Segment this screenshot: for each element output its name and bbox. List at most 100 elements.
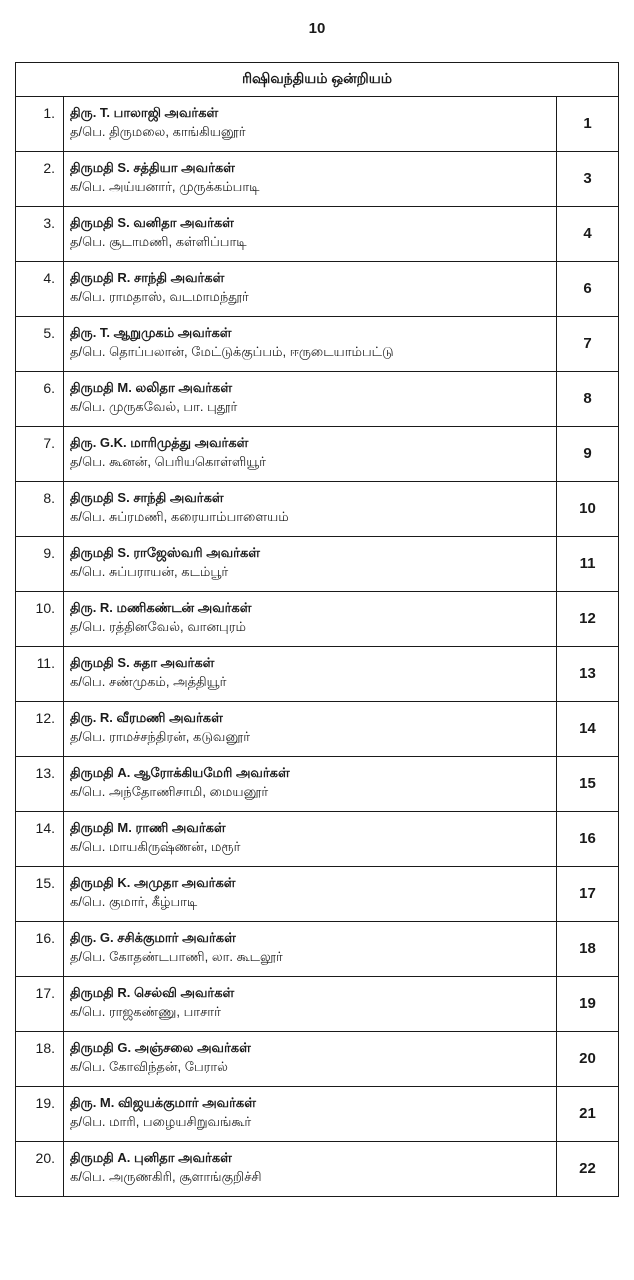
ward-number: 6 — [557, 262, 619, 317]
serial-number: 20. — [16, 1142, 64, 1197]
table-row: 5.திரு. T. ஆறுமுகம் அவர்கள்த/பெ. தொப்பலா… — [16, 317, 619, 372]
table-row: 16.திரு. G. சசிக்குமார் அவர்கள்த/பெ. கோத… — [16, 922, 619, 977]
member-address: க/பெ. சுப்பராயன், கடம்பூர் — [70, 564, 550, 581]
member-name: திரு. R. மணிகண்டன் அவர்கள் — [70, 600, 550, 617]
member-address: க/பெ. ராமதாஸ், வடமாமந்தூர் — [70, 289, 550, 306]
member-name: திருமதி G. அஞ்சலை அவர்கள் — [70, 1040, 550, 1057]
table-row: 3. திருமதி S. வனிதா அவர்கள் த/பெ. சூடாமணி,… — [16, 207, 619, 262]
member-name: திரு. G. சசிக்குமார் அவர்கள் — [70, 930, 550, 947]
members-table: ரிஷிவந்தியம் ஒன்றியம் 1.திரு. T. பாலாஜி … — [15, 62, 619, 1197]
serial-number: 4. — [16, 262, 64, 317]
member-cell: திருமதி M. ராணி அவர்கள் க/பெ. மாயகிருஷ்ணன… — [64, 812, 557, 867]
table-row: 12.திரு. R. வீரமணி அவர்கள்த/பெ. ராமச்சந்… — [16, 702, 619, 757]
serial-number: 3. — [16, 207, 64, 262]
ward-number: 22 — [557, 1142, 619, 1197]
table-header: ரிஷிவந்தியம் ஒன்றியம் — [16, 63, 619, 97]
ward-number: 15 — [557, 757, 619, 812]
table-row: 20. திருமதி A. புனிதா அவர்கள் க/பெ. அருணகி… — [16, 1142, 619, 1197]
table-row: 1.திரு. T. பாலாஜி அவர்கள்த/பெ. திருமலை, … — [16, 97, 619, 152]
ward-number: 20 — [557, 1032, 619, 1087]
table-row: 6. திருமதி M. லலிதா அவர்கள் க/பெ. முருகவேல… — [16, 372, 619, 427]
member-name: திருமதி A. ஆரோக்கியமேரி அவர்கள் — [70, 765, 550, 782]
member-name: திரு. T. ஆறுமுகம் அவர்கள் — [70, 325, 550, 342]
member-address: த/பெ. கூனன், பெரியகொள்ளியூர் — [70, 454, 550, 471]
member-name: திருமதி S. சுதா அவர்கள் — [70, 655, 550, 672]
serial-number: 18. — [16, 1032, 64, 1087]
member-address: க/பெ. அந்தோணிசாமி, மையனூர் — [70, 784, 550, 801]
ward-number: 18 — [557, 922, 619, 977]
member-cell: திருமதி S. சத்தியா அவர்கள் க/பெ. அய்யனார்… — [64, 152, 557, 207]
member-name: திருமதி S. சத்தியா அவர்கள் — [70, 160, 550, 177]
serial-number: 8. — [16, 482, 64, 537]
member-name: திருமதி M. லலிதா அவர்கள் — [70, 380, 550, 397]
member-name: திருமதி R. சாந்தி அவர்கள் — [70, 270, 550, 287]
member-address: க/பெ. குமார், கீழ்பாடி — [70, 894, 550, 911]
ward-number: 14 — [557, 702, 619, 757]
member-cell: திருமதி A. புனிதா அவர்கள் க/பெ. அருணகிரி,… — [64, 1142, 557, 1197]
table-row: 19.திரு. M. விஜயக்குமார் அவர்கள்த/பெ. மா… — [16, 1087, 619, 1142]
member-name: திருமதி R. செல்வி அவர்கள் — [70, 985, 550, 1002]
serial-number: 2. — [16, 152, 64, 207]
member-cell: திரு. T. பாலாஜி அவர்கள்த/பெ. திருமலை, கா… — [64, 97, 557, 152]
member-cell: திருமதி S. வனிதா அவர்கள் த/பெ. சூடாமணி, க… — [64, 207, 557, 262]
member-cell: திருமதி G. அஞ்சலை அவர்கள்க/பெ. கோவிந்தன்… — [64, 1032, 557, 1087]
member-name: திரு. M. விஜயக்குமார் அவர்கள் — [70, 1095, 550, 1112]
member-cell: திருமதி S. சுதா அவர்கள்க/பெ. சண்முகம், அ… — [64, 647, 557, 702]
ward-number: 4 — [557, 207, 619, 262]
table-row: 14. திருமதி M. ராணி அவர்கள் க/பெ. மாயகிருஷ… — [16, 812, 619, 867]
ward-number: 11 — [557, 537, 619, 592]
member-name: திருமதி A. புனிதா அவர்கள் — [70, 1150, 550, 1167]
table-row: 2. திருமதி S. சத்தியா அவர்கள் க/பெ. அய்யனா… — [16, 152, 619, 207]
ward-number: 9 — [557, 427, 619, 482]
member-address: க/பெ. மாயகிருஷ்ணன், மரூர் — [70, 839, 550, 856]
serial-number: 7. — [16, 427, 64, 482]
serial-number: 16. — [16, 922, 64, 977]
member-cell: திரு. R. வீரமணி அவர்கள்த/பெ. ராமச்சந்திர… — [64, 702, 557, 757]
serial-number: 9. — [16, 537, 64, 592]
member-name: திருமதி S. வனிதா அவர்கள் — [70, 215, 550, 232]
member-address: க/பெ. அருணகிரி, சூளாங்குறிச்சி — [70, 1169, 550, 1186]
member-name: திரு. R. வீரமணி அவர்கள் — [70, 710, 550, 727]
member-cell: திருமதி R. சாந்தி அவர்கள் க/பெ. ராமதாஸ், … — [64, 262, 557, 317]
member-address: க/பெ. அய்யனார், முருக்கம்பாடி — [70, 179, 550, 196]
ward-number: 3 — [557, 152, 619, 207]
member-name: திருமதி K. அமுதா அவர்கள் — [70, 875, 550, 892]
member-name: திருமதி S. சாந்தி அவர்கள் — [70, 490, 550, 507]
member-cell: திருமதி M. லலிதா அவர்கள் க/பெ. முருகவேல்,… — [64, 372, 557, 427]
serial-number: 6. — [16, 372, 64, 427]
member-name: திருமதி M. ராணி அவர்கள் — [70, 820, 550, 837]
member-address: க/பெ. முருகவேல், பா. புதூர் — [70, 399, 550, 416]
member-cell: திரு. T. ஆறுமுகம் அவர்கள்த/பெ. தொப்பலான்… — [64, 317, 557, 372]
member-name: திரு. T. பாலாஜி அவர்கள் — [70, 105, 550, 122]
ward-number: 1 — [557, 97, 619, 152]
member-cell: திருமதி K. அமுதா அவர்கள் க/பெ. குமார், கீ… — [64, 867, 557, 922]
serial-number: 5. — [16, 317, 64, 372]
member-cell: திரு. G. சசிக்குமார் அவர்கள்த/பெ. கோதண்ட… — [64, 922, 557, 977]
member-address: த/பெ. மாரி, பழையசிறுவங்கூர் — [70, 1114, 550, 1131]
serial-number: 14. — [16, 812, 64, 867]
ward-number: 21 — [557, 1087, 619, 1142]
table-header-row: ரிஷிவந்தியம் ஒன்றியம் — [16, 63, 619, 97]
member-address: த/பெ. சூடாமணி, கள்ளிப்பாடி — [70, 234, 550, 251]
member-cell: திருமதி R. செல்வி அவர்கள்க/பெ. ராஜகண்ணு,… — [64, 977, 557, 1032]
table-row: 11.திருமதி S. சுதா அவர்கள்க/பெ. சண்முகம்… — [16, 647, 619, 702]
member-cell: திருமதி S. ராஜேஸ்வரி அவர்கள்க/பெ. சுப்பர… — [64, 537, 557, 592]
member-cell: திருமதி A. ஆரோக்கியமேரி அவர்கள் க/பெ. அந்… — [64, 757, 557, 812]
serial-number: 12. — [16, 702, 64, 757]
ward-number: 17 — [557, 867, 619, 922]
member-cell: திரு. R. மணிகண்டன் அவர்கள் த/பெ. ரத்தினவே… — [64, 592, 557, 647]
member-cell: திருமதி S. சாந்தி அவர்கள்க/பெ. சுப்ரமணி,… — [64, 482, 557, 537]
member-name: திரு. G.K. மாரிமுத்து அவர்கள் — [70, 435, 550, 452]
table-row: 8.திருமதி S. சாந்தி அவர்கள்க/பெ. சுப்ரமண… — [16, 482, 619, 537]
table-row: 18.திருமதி G. அஞ்சலை அவர்கள்க/பெ. கோவிந்… — [16, 1032, 619, 1087]
table-row: 13.திருமதி A. ஆரோக்கியமேரி அவர்கள்க/பெ. … — [16, 757, 619, 812]
member-address: த/பெ. ரத்தினவேல், வானபுரம் — [70, 619, 550, 636]
table-row: 15.திருமதி K. அமுதா அவர்கள்க/பெ. குமார்,… — [16, 867, 619, 922]
serial-number: 10. — [16, 592, 64, 647]
ward-number: 8 — [557, 372, 619, 427]
table-row: 4. திருமதி R. சாந்தி அவர்கள் க/பெ. ராமதாஸ்… — [16, 262, 619, 317]
table-row: 10. திரு. R. மணிகண்டன் அவர்கள் த/பெ. ரத்தி… — [16, 592, 619, 647]
ward-number: 16 — [557, 812, 619, 867]
member-cell: திரு. G.K. மாரிமுத்து அவர்கள் த/பெ. கூனன்… — [64, 427, 557, 482]
page-number: 10 — [15, 20, 619, 37]
